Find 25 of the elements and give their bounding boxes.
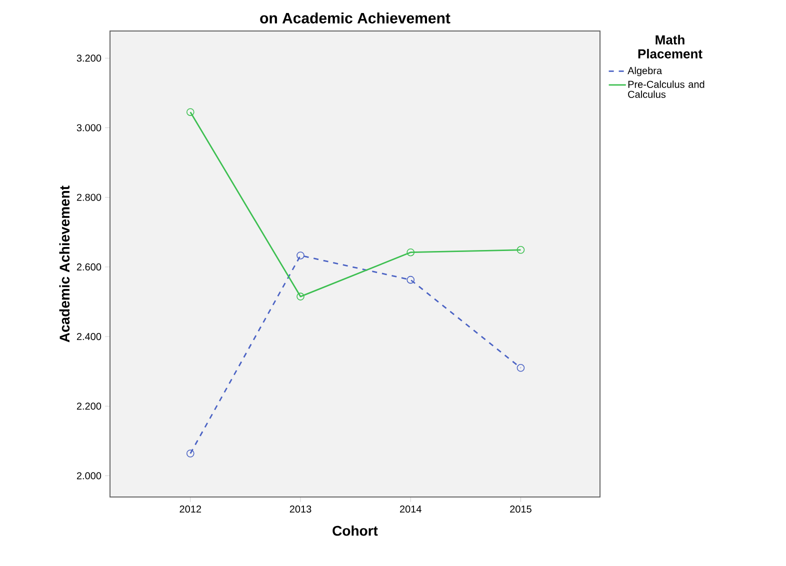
y-tick-label: 2.200 bbox=[76, 402, 102, 410]
y-tick-label: 2.000 bbox=[76, 472, 102, 480]
y-tick-label: 2.800 bbox=[76, 194, 102, 201]
x-tick-label: 2013 bbox=[290, 506, 312, 513]
point bbox=[406, 248, 415, 256]
point bbox=[296, 252, 304, 260]
point bbox=[186, 108, 194, 116]
legend-label: Pre-Calculus and Calculus bbox=[628, 80, 704, 98]
x-tick-label: 2014 bbox=[400, 506, 422, 513]
point bbox=[516, 364, 525, 372]
legend-title: Math Placement bbox=[638, 34, 702, 58]
y-tick-label: 2.400 bbox=[76, 333, 102, 340]
y-tick-label: 3.200 bbox=[76, 54, 102, 62]
point bbox=[406, 276, 415, 284]
point bbox=[296, 292, 304, 300]
point bbox=[186, 450, 194, 458]
legend-label: Algebra bbox=[628, 66, 662, 76]
x-axis-title: Cohort bbox=[332, 525, 378, 536]
x-tick-label: 2012 bbox=[180, 506, 202, 513]
x-tick-label: 2015 bbox=[510, 506, 532, 513]
y-tick-label: 2.600 bbox=[76, 263, 102, 270]
chart-title: on Academic Achievement bbox=[260, 12, 450, 24]
point bbox=[516, 246, 525, 254]
y-tick-label: 3.000 bbox=[76, 124, 102, 132]
y-axis-title: Academic Achievement bbox=[59, 186, 70, 342]
